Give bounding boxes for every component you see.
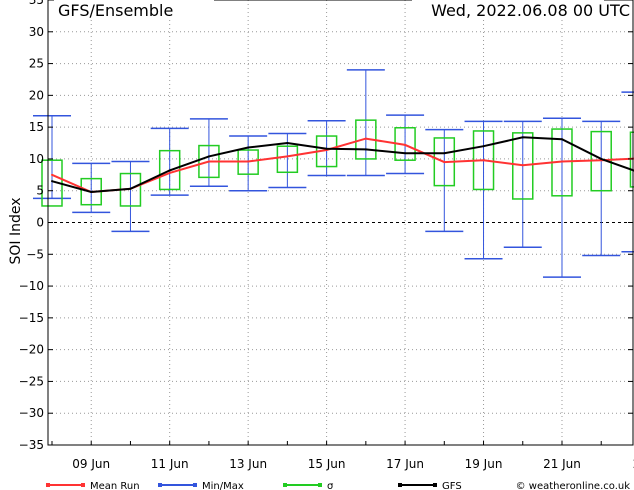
y-tick-label: 30 (29, 25, 44, 39)
y-tick-label: 5 (36, 184, 44, 198)
x-tick-label: 15 Jun (308, 457, 346, 471)
series-point (600, 157, 603, 160)
y-tick-label: −5 (26, 247, 44, 261)
series-point (207, 160, 210, 163)
y-tick-label: −30 (19, 406, 44, 420)
y-tick-label: −15 (19, 311, 44, 325)
series-point (443, 152, 446, 155)
sigma-box (512, 132, 534, 200)
series-point (51, 173, 53, 176)
legend-marker-right (433, 483, 437, 487)
grid-layer (48, 0, 633, 445)
series-point (325, 147, 328, 150)
series-point (286, 142, 289, 145)
legend-label: σ (327, 481, 334, 490)
series-point (286, 155, 289, 158)
x-tick-label: 17 Jun (386, 457, 424, 471)
series-point (51, 180, 53, 183)
series-point (207, 155, 210, 158)
series-point (560, 160, 563, 163)
legend-label: Mean Run (90, 481, 140, 490)
y-tick-label: −20 (19, 343, 44, 357)
series-point (168, 169, 171, 172)
plot-frame (47, 0, 634, 446)
x-tick-label: 21 Jun (543, 457, 581, 471)
legend-marker-right (193, 483, 197, 487)
y-tick-label: −10 (19, 279, 44, 293)
date-background (412, 0, 604, 20)
x-tick-label: 19 Jun (465, 457, 503, 471)
x-tick-label: 09 Jun (72, 457, 110, 471)
legend-marker-right (318, 483, 322, 487)
series-point (404, 152, 407, 155)
series-point (247, 160, 250, 163)
series-point (404, 143, 407, 146)
series-point (482, 159, 485, 162)
series-point (364, 148, 367, 151)
legend-label: GFS (442, 481, 462, 490)
title-background (54, 0, 214, 20)
y-tick-label: −25 (19, 374, 44, 388)
legend-marker-left (46, 483, 50, 487)
series-point (521, 136, 524, 139)
series-line-mean-run (51, 137, 634, 194)
y-tick-label: 25 (29, 57, 44, 71)
series-point (521, 164, 524, 167)
legend-label: Min/Max (202, 481, 244, 490)
y-tick-label: −35 (19, 438, 44, 452)
legend-marker-left (283, 483, 287, 487)
x-tick-label: 11 Jun (151, 457, 189, 471)
series-line-gfs (51, 136, 634, 194)
series-point (129, 187, 132, 190)
series-point (443, 161, 446, 164)
y-tick-label: 35 (29, 0, 44, 7)
y-tick-label: 0 (36, 216, 44, 230)
series-point (90, 190, 93, 193)
y-tick-label: 20 (29, 88, 44, 102)
y-axis-label: SOI Index (8, 197, 24, 264)
x-tick-label: 23 (633, 457, 634, 471)
series-point (560, 138, 563, 141)
legend: Mean Run Min/Max σ GFS (46, 481, 462, 490)
watermark: © weatheronline.co.uk (516, 481, 631, 490)
series-point (247, 146, 250, 149)
run-date-label: Wed, 2022.06.08 00 UTC (431, 1, 630, 20)
y-tick-label: 15 (29, 120, 44, 134)
axis-layer: −35 −30 −25 −20 −15 −10 −5 0 5 10 15 20 25 30 35 09 Jun… (19, 0, 634, 471)
series-point (168, 171, 171, 174)
sigma-box (276, 145, 299, 174)
legend-marker-left (398, 483, 402, 487)
y-tick-label: 10 (29, 152, 44, 166)
x-tick-label: 13 Jun (229, 457, 267, 471)
series-point (482, 145, 485, 148)
legend-marker-left (158, 483, 162, 487)
legend-marker-right (81, 483, 85, 487)
chart-title: GFS/Ensemble (58, 1, 173, 20)
data-layer (33, 69, 634, 278)
series-point (364, 137, 367, 140)
